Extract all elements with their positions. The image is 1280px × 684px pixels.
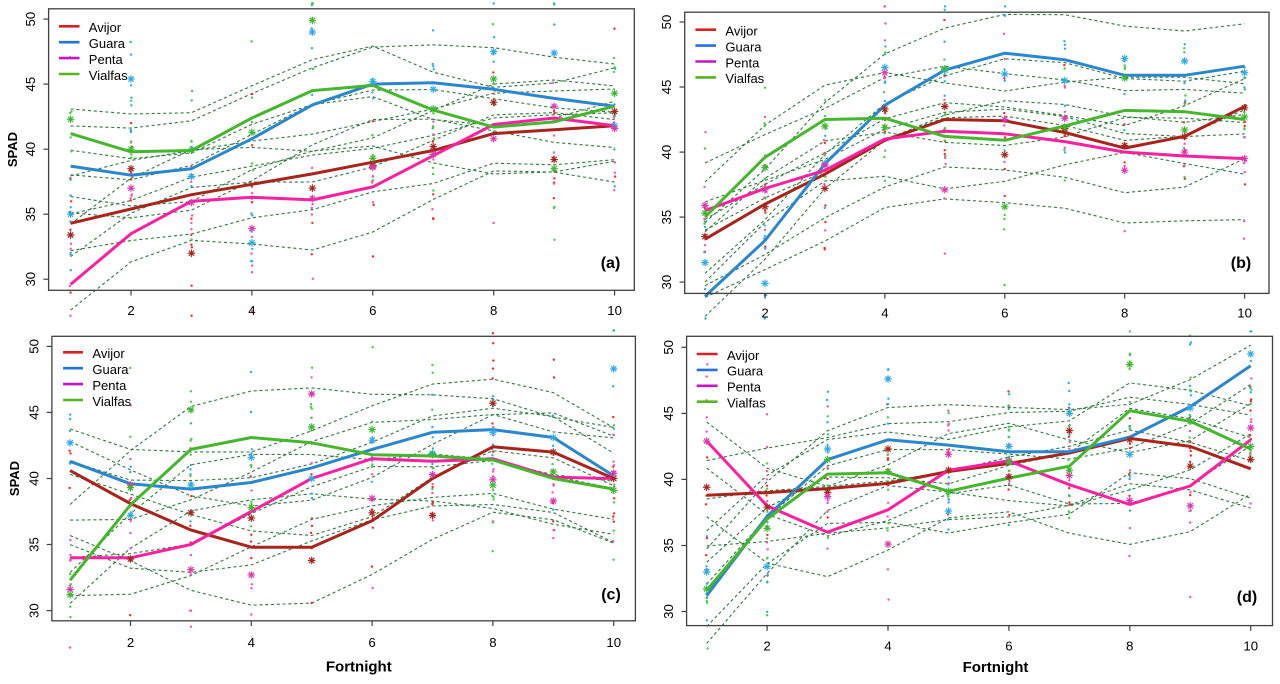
svg-text:35: 35 — [23, 207, 38, 222]
svg-text:40: 40 — [26, 471, 41, 486]
svg-text:6: 6 — [368, 635, 375, 650]
svg-text:50: 50 — [659, 15, 674, 30]
svg-text:Avijor: Avijor — [92, 346, 125, 361]
svg-text:SPAD: SPAD — [5, 132, 20, 167]
svg-text:2: 2 — [763, 639, 770, 654]
svg-text:40: 40 — [659, 145, 674, 160]
svg-text:45: 45 — [23, 77, 38, 92]
svg-text:35: 35 — [659, 210, 674, 225]
svg-text:(d): (d) — [1237, 589, 1257, 606]
svg-text:Penta: Penta — [727, 380, 762, 395]
svg-text:(c): (c) — [601, 587, 621, 604]
svg-text:Guara: Guara — [725, 39, 762, 54]
svg-text:8: 8 — [1126, 639, 1133, 654]
svg-text:Avijor: Avijor — [725, 24, 758, 39]
svg-text:8: 8 — [490, 303, 497, 318]
svg-text:2: 2 — [127, 635, 134, 650]
svg-text:45: 45 — [661, 406, 676, 421]
svg-text:Guara: Guara — [727, 364, 764, 379]
svg-text:Guara: Guara — [89, 36, 126, 51]
svg-text:8: 8 — [1121, 306, 1128, 321]
svg-text:10: 10 — [606, 635, 621, 650]
svg-text:30: 30 — [659, 275, 674, 290]
svg-text:8: 8 — [489, 635, 496, 650]
svg-text:40: 40 — [23, 142, 38, 157]
svg-text:Guara: Guara — [92, 362, 129, 377]
svg-text:10: 10 — [1243, 639, 1258, 654]
svg-text:Penta: Penta — [92, 378, 127, 393]
svg-text:30: 30 — [26, 603, 41, 618]
svg-text:4: 4 — [881, 306, 888, 321]
svg-text:Avijor: Avijor — [727, 348, 760, 363]
svg-text:30: 30 — [661, 604, 676, 619]
svg-text:30: 30 — [23, 272, 38, 287]
svg-text:50: 50 — [661, 340, 676, 355]
svg-text:Vialfas: Vialfas — [92, 394, 131, 409]
svg-text:35: 35 — [661, 538, 676, 553]
svg-text:40: 40 — [661, 472, 676, 487]
svg-text:(a): (a) — [601, 255, 621, 272]
svg-text:2: 2 — [761, 306, 768, 321]
svg-text:(b): (b) — [1231, 255, 1251, 272]
svg-text:4: 4 — [248, 635, 255, 650]
svg-text:6: 6 — [1001, 306, 1008, 321]
svg-text:2: 2 — [127, 303, 134, 318]
svg-text:6: 6 — [369, 303, 376, 318]
svg-text:45: 45 — [659, 80, 674, 95]
svg-text:Vialfas: Vialfas — [727, 396, 766, 411]
svg-text:SPAD: SPAD — [7, 461, 22, 496]
svg-text:Fortnight: Fortnight — [963, 659, 1029, 676]
svg-text:Penta: Penta — [725, 55, 760, 70]
svg-text:Avijor: Avijor — [89, 20, 122, 35]
svg-text:Penta: Penta — [89, 52, 124, 67]
svg-text:4: 4 — [248, 303, 255, 318]
svg-text:10: 10 — [607, 303, 622, 318]
svg-text:Vialfas: Vialfas — [89, 68, 128, 83]
svg-text:35: 35 — [26, 537, 41, 552]
svg-text:4: 4 — [884, 639, 891, 654]
svg-text:50: 50 — [23, 12, 38, 27]
svg-text:Fortnight: Fortnight — [326, 659, 392, 676]
svg-text:6: 6 — [1005, 639, 1012, 654]
svg-text:50: 50 — [26, 339, 41, 354]
svg-text:Vialfas: Vialfas — [725, 71, 764, 86]
svg-text:45: 45 — [26, 405, 41, 420]
svg-text:10: 10 — [1237, 306, 1252, 321]
